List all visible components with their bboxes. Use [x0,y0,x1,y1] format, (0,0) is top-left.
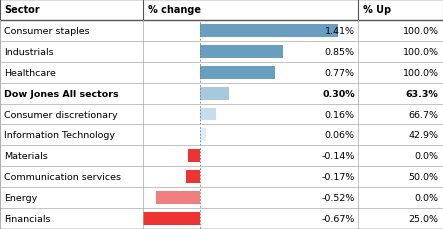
Text: 25.0%: 25.0% [408,214,439,223]
Bar [0,146,443,166]
Text: Communication services: Communication services [4,172,121,181]
Text: 1.41%: 1.41% [325,27,355,36]
Text: Consumer staples: Consumer staples [4,27,90,36]
Text: -0.67%: -0.67% [322,214,355,223]
Text: -0.14%: -0.14% [322,152,355,161]
Text: 0.0%: 0.0% [415,193,439,202]
Text: 50.0%: 50.0% [408,172,439,181]
Bar [0,0,443,21]
Bar [200,46,283,58]
Bar [200,87,229,100]
Bar [156,191,200,204]
Bar [0,63,443,83]
Text: % Up: % Up [363,5,391,15]
Text: 0.30%: 0.30% [322,89,355,98]
Bar [0,42,443,63]
Text: Healthcare: Healthcare [4,68,56,77]
Bar [200,25,338,38]
Bar [0,208,443,229]
Bar [186,171,200,183]
Bar [0,166,443,187]
Text: Industrials: Industrials [4,48,54,57]
Text: % change: % change [148,5,201,15]
Text: Consumer discretionary: Consumer discretionary [4,110,118,119]
Text: Materials: Materials [4,152,48,161]
Text: 100.0%: 100.0% [403,48,439,57]
Bar [188,150,200,163]
Text: Energy: Energy [4,193,38,202]
Text: 0.77%: 0.77% [325,68,355,77]
Text: -0.17%: -0.17% [322,172,355,181]
Text: 63.3%: 63.3% [406,89,439,98]
Text: Dow Jones All sectors: Dow Jones All sectors [4,89,119,98]
Text: 0.85%: 0.85% [325,48,355,57]
Bar [200,129,206,142]
Text: Financials: Financials [4,214,51,223]
Text: -0.52%: -0.52% [322,193,355,202]
Bar [0,104,443,125]
Text: Sector: Sector [4,5,40,15]
Bar [0,83,443,104]
Text: 100.0%: 100.0% [403,27,439,36]
Bar [200,66,275,79]
Text: 66.7%: 66.7% [408,110,439,119]
Bar [0,21,443,42]
Text: 0.16%: 0.16% [325,110,355,119]
Bar [143,212,200,225]
Text: 100.0%: 100.0% [403,68,439,77]
Text: Information Technology: Information Technology [4,131,116,140]
Text: 0.06%: 0.06% [325,131,355,140]
Bar [200,108,216,121]
Bar [0,187,443,208]
Text: 42.9%: 42.9% [408,131,439,140]
Text: 0.0%: 0.0% [415,152,439,161]
Bar [0,125,443,146]
